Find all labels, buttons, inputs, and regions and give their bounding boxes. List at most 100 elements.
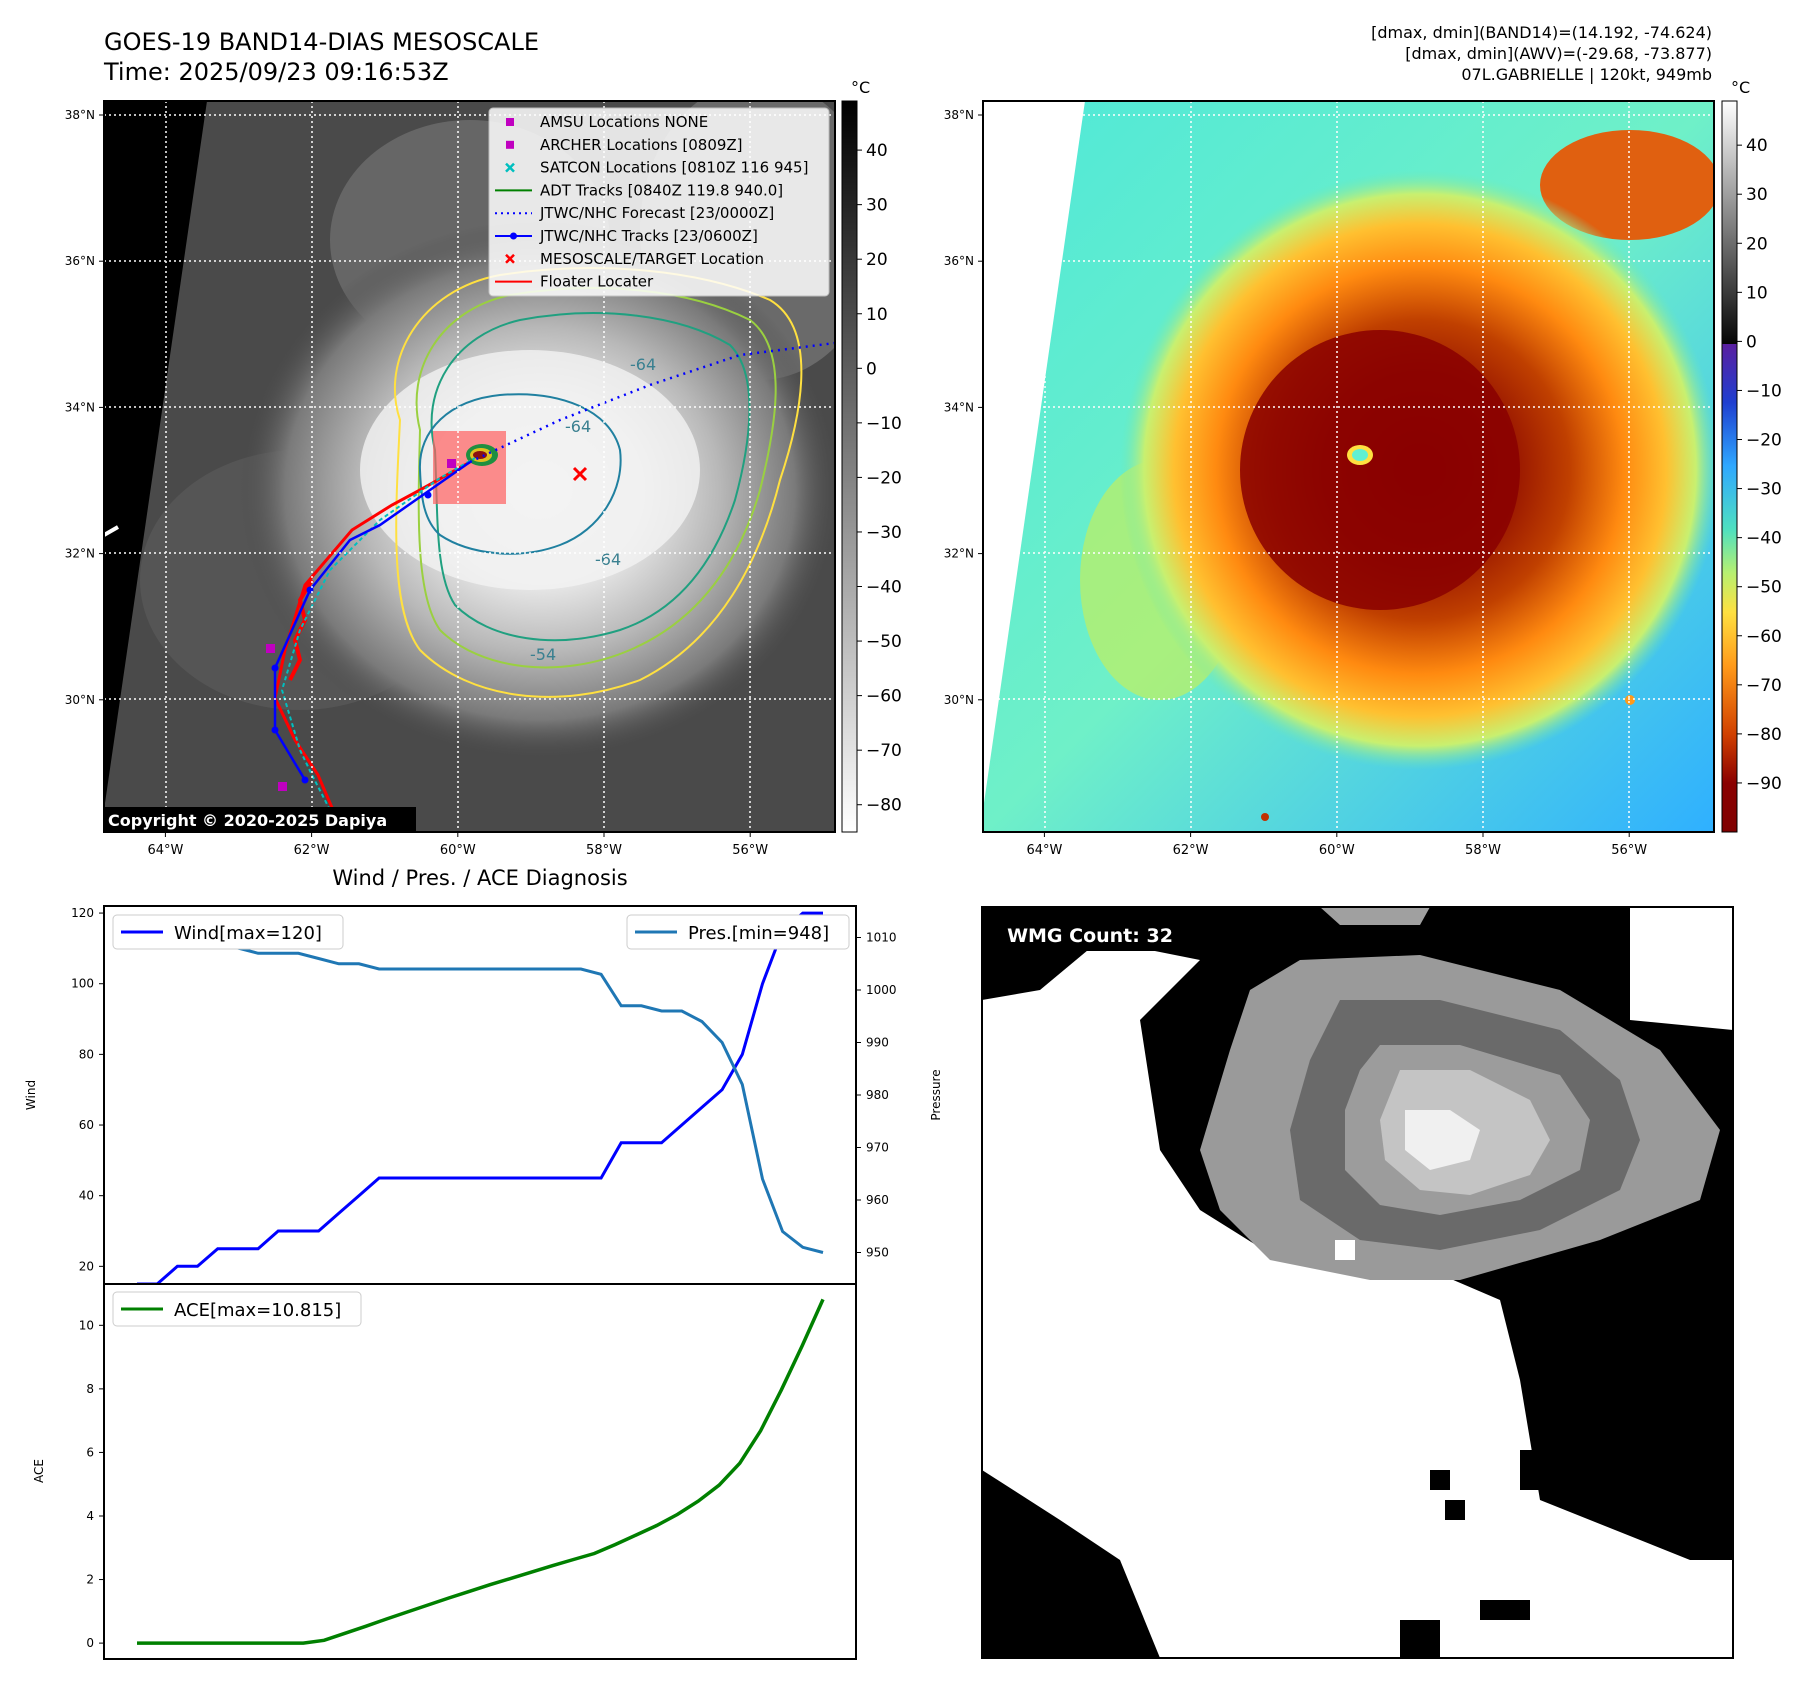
ace-ticks: 0 2 4 6 8 10 (79, 1318, 104, 1650)
ace-tick-label: 2 (86, 1573, 94, 1587)
ace-series-line (137, 1298, 825, 1645)
colorbar-tick-label: 20 (1746, 234, 1768, 254)
pressure-tick-label: 970 (866, 1141, 889, 1155)
lon-tick-label: 62°W (1173, 843, 1209, 858)
color-colorbar-upper (1722, 101, 1737, 344)
colorbar-tick-label: −70 (1746, 676, 1782, 696)
legend-marker-x (505, 162, 515, 173)
map1-contour-label: -64 (630, 355, 656, 374)
legend-label: ARCHER Locations [0809Z] (540, 136, 743, 154)
wind-legend: Wind[max=120] (112, 914, 344, 950)
wmg-gray-top (1320, 907, 1430, 925)
gray-colorbar (841, 100, 858, 833)
map2-frame (982, 100, 1715, 833)
legend-item: SATCON Locations [0810Z 116 945] (505, 159, 808, 177)
diagnosis-title: Wind / Pres. / ACE Diagnosis (332, 866, 627, 890)
legend-label: JTWC/NHC Tracks [23/0600Z] (539, 227, 758, 245)
colorbar-tick-label: −50 (1746, 578, 1782, 598)
gray-colorbar-ticks: 40 30 20 10 0 −10 −20 −30 −40 −50 −60 −70 −80 (857, 141, 902, 816)
pressure-legend: Pres.[min=948] (626, 914, 850, 950)
map2-gridlines (983, 101, 1714, 832)
color-colorbar-ticks: 40 30 20 10 0 −10 −20 −30 −40 −50 −60 −70 −80 −90 (1737, 136, 1782, 794)
lon-tick-label: 58°W (586, 843, 622, 858)
colorbar-tick-label: 40 (866, 141, 888, 161)
colorbar-tick-label: 40 (1746, 136, 1768, 156)
pressure-tick-label: 980 (866, 1088, 889, 1102)
ir-color-map (983, 101, 1714, 832)
colorbar-tick-label: −30 (1746, 480, 1782, 500)
map1-forecast-track (469, 341, 835, 464)
map1-jtwc-point (424, 491, 432, 499)
colorbar-tick-label: −70 (866, 741, 902, 761)
ace-legend: ACE[max=10.815] (112, 1291, 362, 1327)
lat-tick-label: 38°N (944, 108, 974, 122)
legend-item: ADT Tracks [0840Z 119.8 940.0] (495, 181, 783, 199)
colorbar-tick-label: −80 (1746, 725, 1782, 745)
map1-contour-label: -64 (595, 550, 621, 569)
colorbar-tick-label: −80 (866, 796, 902, 816)
legend-label: MESOSCALE/TARGET Location (540, 250, 764, 268)
stats-storm: 07L.GABRIELLE | 120kt, 949mb (1461, 65, 1712, 84)
map1-cdo (360, 350, 700, 590)
lat-tick-label: 36°N (944, 254, 974, 268)
wind-tick-label: 20 (79, 1259, 94, 1273)
map1-contour-teal (430, 312, 751, 642)
legend-item: MESOSCALE/TARGET Location (505, 250, 764, 268)
wind-axis-label: Wind (24, 1080, 38, 1110)
colorbar-tick-label: 10 (1746, 283, 1768, 303)
legend-label: ADT Tracks [0840Z 119.8 940.0] (540, 181, 783, 199)
legend-label: SATCON Locations [0810Z 116 945] (540, 159, 808, 177)
lat-tick-label: 34°N (65, 400, 95, 414)
wind-pres-ticks: 20 40 60 80 100 120 950 960 970 980 990 1000 1010 (71, 906, 896, 1273)
ace-tick-label: 4 (86, 1509, 94, 1523)
colorbar-tick-label: 0 (1746, 332, 1757, 352)
legend-label: AMSU Locations NONE (540, 113, 708, 131)
ace-tick-label: 8 (86, 1382, 94, 1396)
colorbar-tick-label: −60 (1746, 627, 1782, 647)
color-colorbar-unit: °C (1731, 78, 1750, 97)
map1-legend: AMSU Locations NONE ARCHER Locations [080… (488, 107, 830, 297)
colorbar-tick-label: −20 (1746, 431, 1782, 451)
ace-lines (137, 1298, 825, 1645)
lat-tick-label: 32°N (65, 547, 95, 561)
wind-series-line (137, 911, 823, 1286)
colorbar-tick-label: −10 (1746, 381, 1782, 401)
wmg-black-se (1620, 1280, 1733, 1560)
pressure-legend-box (626, 914, 850, 950)
colorbar-tick-label: −40 (1746, 529, 1782, 549)
map1-floater-box (433, 431, 506, 504)
wind-tick-label: 60 (79, 1118, 94, 1132)
color-colorbar-frame (1721, 100, 1738, 833)
legend-marker-square (506, 140, 514, 149)
wmg-pixel (1400, 1620, 1440, 1658)
wind-legend-box (112, 914, 344, 950)
map1-jtwc-point (271, 664, 279, 672)
color-colorbar-lower (1722, 344, 1737, 832)
wmg-pixel (1445, 1500, 1465, 1520)
colorbar-tick-label: −40 (866, 578, 902, 598)
pressure-legend-label: Pres.[min=948] (688, 923, 829, 944)
pressure-tick-label: 960 (866, 1193, 889, 1207)
lon-tick-label: 56°W (732, 843, 768, 858)
wind-legend-label: Wind[max=120] (174, 923, 322, 944)
map2-cloud-ne (1540, 130, 1714, 240)
colorbar-tick-label: −20 (866, 468, 902, 488)
map1-archer-marker (278, 782, 287, 791)
map2-ticks: 64°W 62°W 60°W 58°W 56°W 38°N 36°N 34°N 32°N 30°N (944, 108, 1648, 858)
pressure-tick-label: 990 (866, 1036, 889, 1050)
colorbar-tick-label: 0 (866, 359, 877, 379)
colorbar-tick-label: 10 (866, 305, 888, 325)
colorbar-tick-label: 20 (866, 250, 888, 270)
wmg-badge (995, 919, 1185, 951)
copyright-badge (104, 807, 416, 831)
wind-pres-lines (137, 911, 824, 1286)
wind-tick-label: 80 (79, 1047, 94, 1061)
wmg-badge-text: WMG Count: 32 (1007, 925, 1173, 947)
colorbar-tick-label: −30 (866, 523, 902, 543)
map1-jtwc-track (273, 460, 471, 781)
lon-tick-label: 60°W (1319, 843, 1355, 858)
map1-eye-core (473, 451, 487, 459)
legend-item: AMSU Locations NONE (506, 113, 708, 131)
map1-archer-marker (447, 459, 456, 468)
